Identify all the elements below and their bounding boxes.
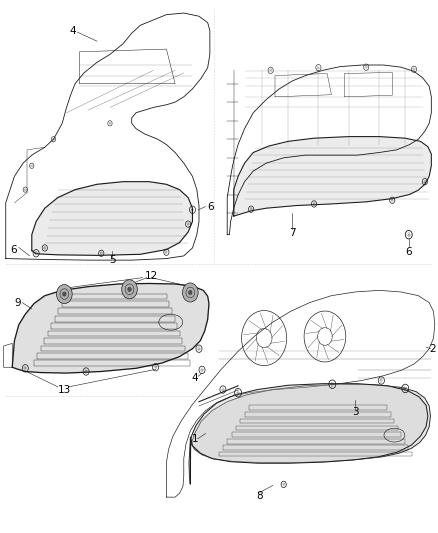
Text: 2: 2	[429, 344, 436, 354]
Text: 5: 5	[109, 255, 116, 265]
Polygon shape	[189, 384, 431, 484]
Text: 4: 4	[191, 373, 198, 383]
Text: 6: 6	[406, 247, 412, 257]
Circle shape	[57, 285, 72, 304]
Circle shape	[183, 283, 198, 302]
Text: 3: 3	[352, 407, 359, 417]
Polygon shape	[12, 284, 209, 373]
Text: 8: 8	[257, 490, 263, 500]
Text: 9: 9	[14, 297, 21, 308]
Polygon shape	[234, 136, 431, 216]
Circle shape	[122, 280, 138, 299]
Text: 6: 6	[208, 201, 214, 212]
Circle shape	[189, 290, 192, 295]
Text: 7: 7	[289, 228, 296, 238]
Text: 4: 4	[70, 26, 76, 36]
Polygon shape	[190, 384, 428, 484]
Polygon shape	[32, 182, 192, 255]
Circle shape	[128, 287, 131, 292]
Text: 13: 13	[58, 384, 71, 394]
Text: 6: 6	[10, 245, 17, 255]
Circle shape	[63, 292, 66, 296]
Text: 1: 1	[191, 434, 198, 444]
Text: 12: 12	[145, 271, 158, 280]
